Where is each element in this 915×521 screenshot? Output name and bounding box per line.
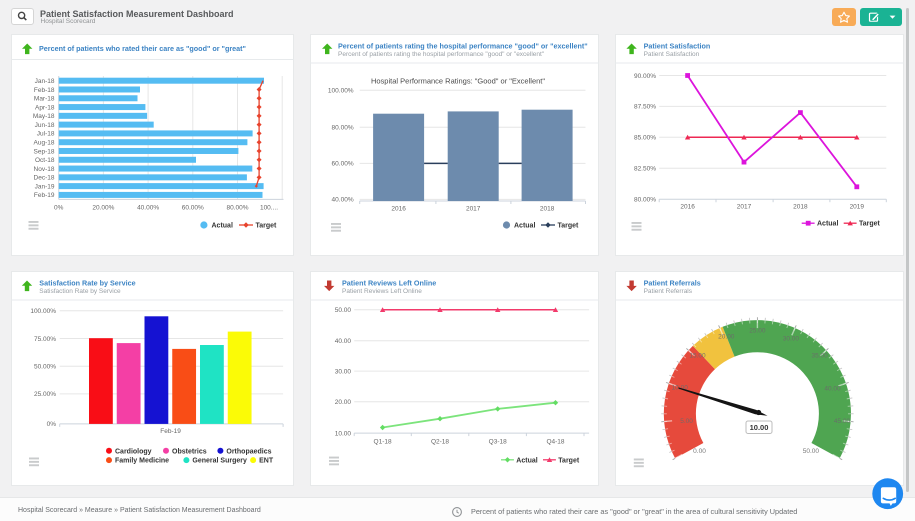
svg-text:0%: 0% [54,205,64,212]
svg-text:40.00: 40.00 [335,338,352,345]
svg-text:2018: 2018 [793,204,808,211]
svg-text:60.00%: 60.00% [182,205,204,212]
svg-text:15.00: 15.00 [689,353,706,360]
svg-text:75.00%: 75.00% [34,336,56,343]
svg-text:May-18: May-18 [33,113,55,120]
svg-text:100.00%: 100.00% [328,88,354,95]
svg-text:Jul-18: Jul-18 [37,131,55,138]
svg-text:5.00: 5.00 [680,418,693,425]
svg-text:Feb-19: Feb-19 [160,428,181,435]
svg-text:Jan-19: Jan-19 [35,183,55,190]
svg-text:40.00: 40.00 [824,385,841,392]
svg-text:Dec-18: Dec-18 [34,175,55,182]
svg-text:Patient Referrals: Patient Referrals [644,279,701,288]
svg-text:0%: 0% [47,421,57,428]
svg-text:2017: 2017 [737,204,752,211]
svg-text:Orthopaedics: Orthopaedics [226,448,271,455]
svg-text:Feb-19: Feb-19 [34,192,55,199]
svg-text:35.00: 35.00 [811,353,828,360]
svg-text:Q2-18: Q2-18 [431,439,449,446]
svg-text:100.00%: 100.00% [30,308,56,315]
svg-text:20.00: 20.00 [718,334,735,341]
svg-text:25.00: 25.00 [749,328,766,335]
svg-text:Patient Referrals: Patient Referrals [644,288,693,295]
svg-text:20.00: 20.00 [335,399,352,406]
svg-text:Satisfaction Rate by Service: Satisfaction Rate by Service [39,288,121,295]
svg-text:25.00%: 25.00% [34,391,56,398]
svg-text:Target: Target [558,223,580,230]
svg-text:45.00: 45.00 [834,418,851,425]
svg-text:60.00%: 60.00% [332,161,354,168]
svg-text:Patient Satisfaction: Patient Satisfaction [644,42,711,51]
svg-text:Q1-18: Q1-18 [374,439,392,446]
svg-text:2016: 2016 [680,204,695,211]
svg-text:2016: 2016 [391,205,406,212]
svg-text:Mar-18: Mar-18 [34,96,55,103]
svg-text:Patient Satisfaction: Patient Satisfaction [644,51,700,58]
svg-text:Percent of patients who rated: Percent of patients who rated their care… [39,44,246,53]
svg-text:50.00: 50.00 [335,307,352,314]
svg-text:ENT: ENT [259,458,274,465]
svg-text:Feb-18: Feb-18 [34,87,55,94]
svg-text:Actual: Actual [212,223,233,230]
svg-text:Jun-18: Jun-18 [35,122,55,129]
svg-text:40.00%: 40.00% [332,197,354,204]
svg-text:Actual: Actual [516,457,537,464]
svg-text:30.00: 30.00 [335,368,352,375]
svg-text:50.00: 50.00 [803,448,820,455]
svg-text:20.00%: 20.00% [92,205,114,212]
svg-text:General Surgery: General Surgery [192,458,247,465]
svg-text:0.00: 0.00 [693,448,706,455]
svg-text:80.00%: 80.00% [332,125,354,132]
svg-text:Cardiology: Cardiology [115,448,152,455]
svg-text:Actual: Actual [817,221,838,228]
svg-text:Aug-18: Aug-18 [34,140,55,147]
svg-text:Target: Target [256,223,278,230]
svg-text:100....: 100.... [260,205,278,212]
svg-text:80.00%: 80.00% [634,197,656,204]
svg-text:Family Medicine: Family Medicine [115,458,169,465]
svg-text:2017: 2017 [466,205,481,212]
svg-text:Nov-18: Nov-18 [34,166,55,173]
svg-text:80.00%: 80.00% [226,205,248,212]
svg-text:Satisfaction Rate by Service: Satisfaction Rate by Service [39,279,135,288]
svg-text:Hospital Performance Ratings:: Hospital Performance Ratings: "Good" or … [371,77,545,86]
svg-text:Apr-18: Apr-18 [35,104,55,111]
svg-text:Target: Target [859,221,881,228]
svg-text:40.00%: 40.00% [137,205,159,212]
svg-text:10.00: 10.00 [335,430,352,437]
svg-text:Obstetrics: Obstetrics [172,448,207,455]
svg-text:50.00%: 50.00% [34,364,56,371]
svg-text:Percent of patients rating the: Percent of patients rating the hospital … [338,51,545,58]
svg-text:Q4-18: Q4-18 [546,439,564,446]
svg-text:2019: 2019 [850,204,865,211]
svg-text:Oct-18: Oct-18 [35,157,55,164]
svg-text:Actual: Actual [514,223,535,230]
svg-text:Target: Target [558,457,580,464]
svg-text:2018: 2018 [540,205,555,212]
svg-text:Patient Reviews Left Online: Patient Reviews Left Online [342,288,422,295]
svg-text:30.00: 30.00 [783,335,800,342]
svg-text:Sep-18: Sep-18 [34,148,55,155]
svg-text:82.50%: 82.50% [634,166,656,173]
svg-text:Q3-18: Q3-18 [489,439,507,446]
svg-text:10.00: 10.00 [750,423,769,432]
svg-text:Jan-18: Jan-18 [35,78,55,85]
svg-text:Patient Reviews Left Online: Patient Reviews Left Online [342,279,436,288]
svg-text:85.00%: 85.00% [634,135,656,142]
svg-text:87.50%: 87.50% [634,104,656,111]
svg-text:90.00%: 90.00% [634,73,656,80]
svg-text:Percent of patients rating the: Percent of patients rating the hospital … [338,42,588,51]
